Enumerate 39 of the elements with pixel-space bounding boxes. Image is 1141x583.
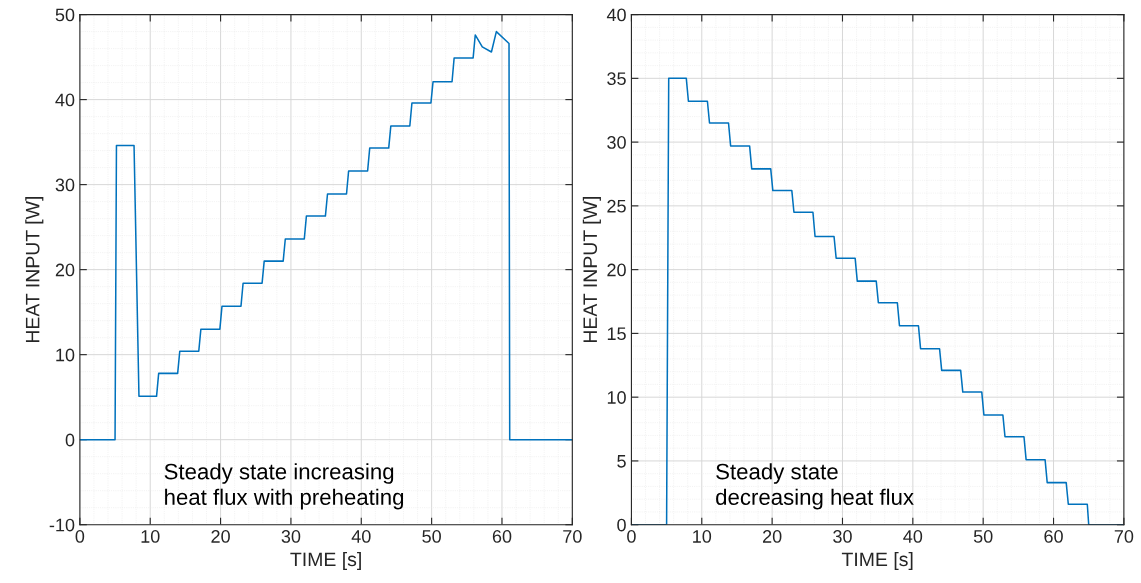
- y-tick-label: 5: [617, 455, 626, 468]
- x-tick-label: 10: [693, 530, 712, 543]
- x-tick-label: 60: [492, 530, 512, 543]
- y-tick-label: 40: [606, 8, 626, 22]
- y-tick-label: 40: [55, 93, 75, 107]
- y-tick-label: -10: [49, 518, 75, 532]
- x-tick-label: 30: [281, 530, 301, 543]
- annotation: Steady state decreasing heat flux: [716, 463, 914, 510]
- y-tick-label: 15: [607, 327, 626, 341]
- x-tick-label: 40: [903, 530, 923, 543]
- x-tick-label: 30: [833, 530, 852, 543]
- y-tick-label: 10: [607, 391, 626, 404]
- y-tick-label: 10: [56, 348, 75, 362]
- x-tick-label: 40: [351, 530, 371, 543]
- x-tick-label: 0: [627, 530, 636, 543]
- x-tick-label: 20: [763, 530, 782, 543]
- x-tick-label: 0: [75, 530, 85, 543]
- x-tick-label: 50: [973, 530, 993, 543]
- y-tick-label: 50: [55, 8, 75, 22]
- line-series: [79, 30, 573, 441]
- y-tick-label: 35: [607, 72, 626, 86]
- y-tick-label: 20: [607, 263, 626, 277]
- y-axis-title: HEAT INPUT [W]: [25, 197, 44, 343]
- x-tick-label: 50: [422, 530, 441, 543]
- annotation: Steady state increasing heat flux with preheating: [164, 463, 404, 510]
- y-tick-label: 20: [55, 263, 75, 277]
- x-axis-title: TIME [s]: [841, 551, 913, 571]
- x-axis-title: TIME [s]: [290, 551, 361, 571]
- x-tick-label: 10: [141, 530, 160, 543]
- y-tick-label: 30: [607, 136, 626, 149]
- y-tick-label: 0: [617, 518, 626, 532]
- x-tick-label: 70: [1114, 530, 1134, 543]
- x-tick-label: 60: [1044, 530, 1063, 543]
- y-tick-label: 30: [55, 178, 75, 192]
- x-tick-label: 20: [211, 530, 230, 543]
- y-tick-label: 0: [65, 433, 75, 447]
- y-tick-label: 25: [607, 199, 626, 213]
- x-tick-label: 70: [563, 530, 582, 543]
- y-axis-title: HEAT INPUT [W]: [582, 197, 601, 343]
